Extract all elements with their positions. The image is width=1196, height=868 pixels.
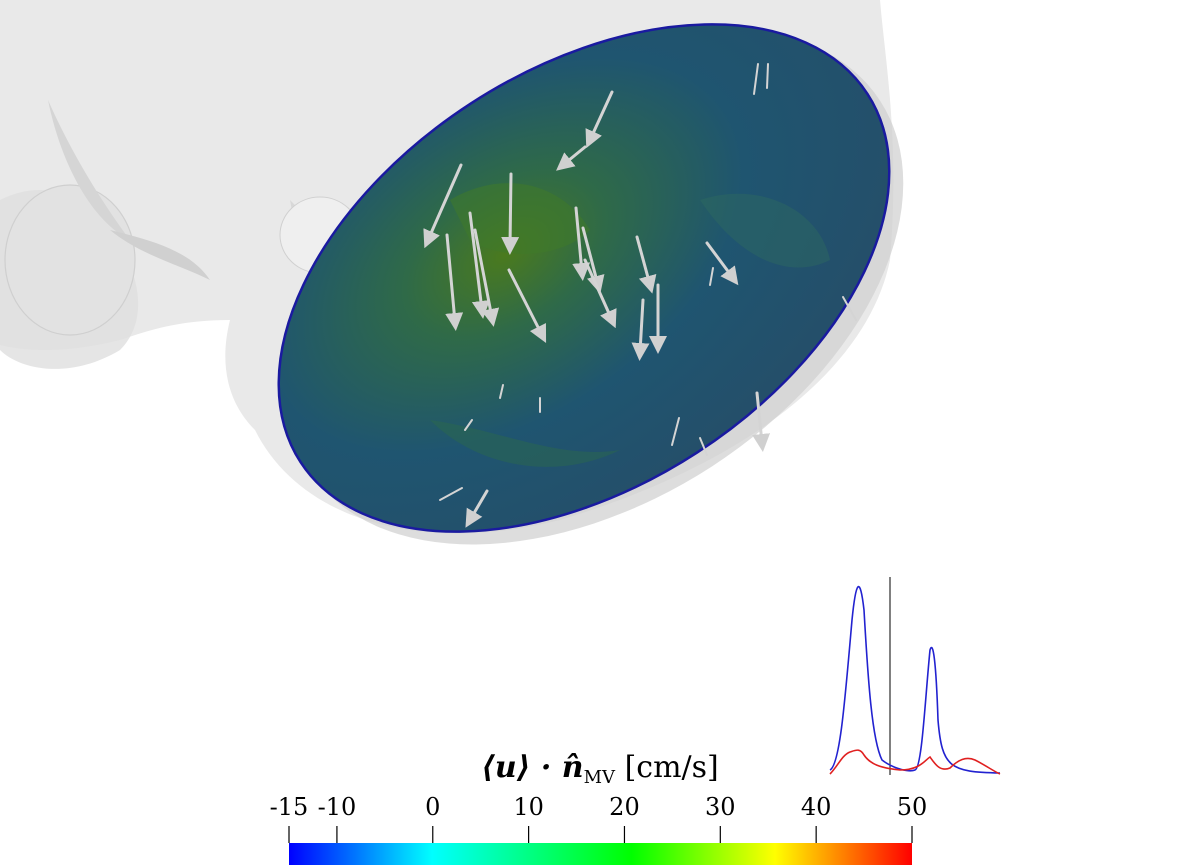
colorbar	[288, 826, 913, 865]
colorbar-title-subscript: MV	[583, 767, 616, 788]
colorbar-tick-label: 20	[609, 793, 640, 821]
colorbar-tick-label: 40	[800, 793, 832, 821]
series-blue-curve	[829, 586, 1001, 774]
inset-flow-plot	[829, 577, 1001, 775]
colorbar-tick-label: 10	[513, 793, 544, 821]
colorbar-title: ⟨u⟩ · n̂MV [cm/s]	[290, 750, 910, 788]
colorbar-tick-label: 30	[705, 793, 736, 821]
colorbar-tick-label: -15	[269, 793, 309, 821]
colorbar-tick-label: 0	[425, 793, 441, 821]
colorbar-tick-label: -10	[317, 793, 357, 821]
colorbar-gradient	[289, 843, 912, 865]
velocity-arrows	[423, 63, 857, 528]
series-red-curve	[829, 749, 1001, 775]
colorbar-title-unit: [cm/s]	[624, 750, 719, 785]
colorbar-title-quantity: ⟨u⟩ · n̂	[481, 750, 584, 785]
colorbar-tick-label: 50	[896, 793, 928, 821]
